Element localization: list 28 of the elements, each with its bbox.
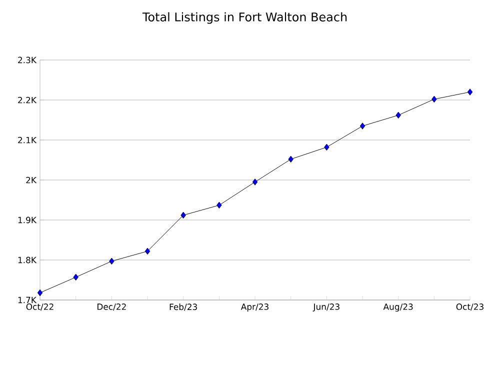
point (144, 248, 150, 255)
y-tick-label: 2.2K (18, 96, 37, 104)
point (37, 289, 43, 296)
x-tick-label: Jun/23 (312, 304, 340, 312)
point (180, 212, 186, 219)
point (396, 112, 401, 119)
y-tick-label: 2.3K (18, 56, 37, 64)
x-tick-label: Apr/23 (240, 304, 268, 312)
point (288, 156, 294, 163)
point (216, 202, 222, 209)
point (73, 274, 78, 281)
point (109, 258, 114, 265)
point (467, 88, 473, 96)
y-tick-label: 2K (26, 176, 37, 184)
x-tick-label: Oct/22 (26, 304, 54, 311)
y-tick-label: 2.1K (18, 136, 37, 144)
x-tick-label: Dec/22 (97, 304, 126, 311)
chart-title: Total Listings in Fort Walton Beach (142, 12, 347, 24)
y-tick-label: 1.7K (18, 296, 37, 304)
point (252, 178, 258, 186)
x-tick-label: Aug/23 (383, 304, 413, 312)
x-tick-label: Oct/23 (456, 304, 484, 311)
y-tick-label: 1.9K (18, 216, 37, 224)
point (360, 122, 366, 130)
x-tick-label: Feb/23 (170, 304, 197, 311)
point (432, 96, 437, 103)
y-tick-label: 1.8K (18, 256, 37, 264)
point (324, 144, 330, 151)
